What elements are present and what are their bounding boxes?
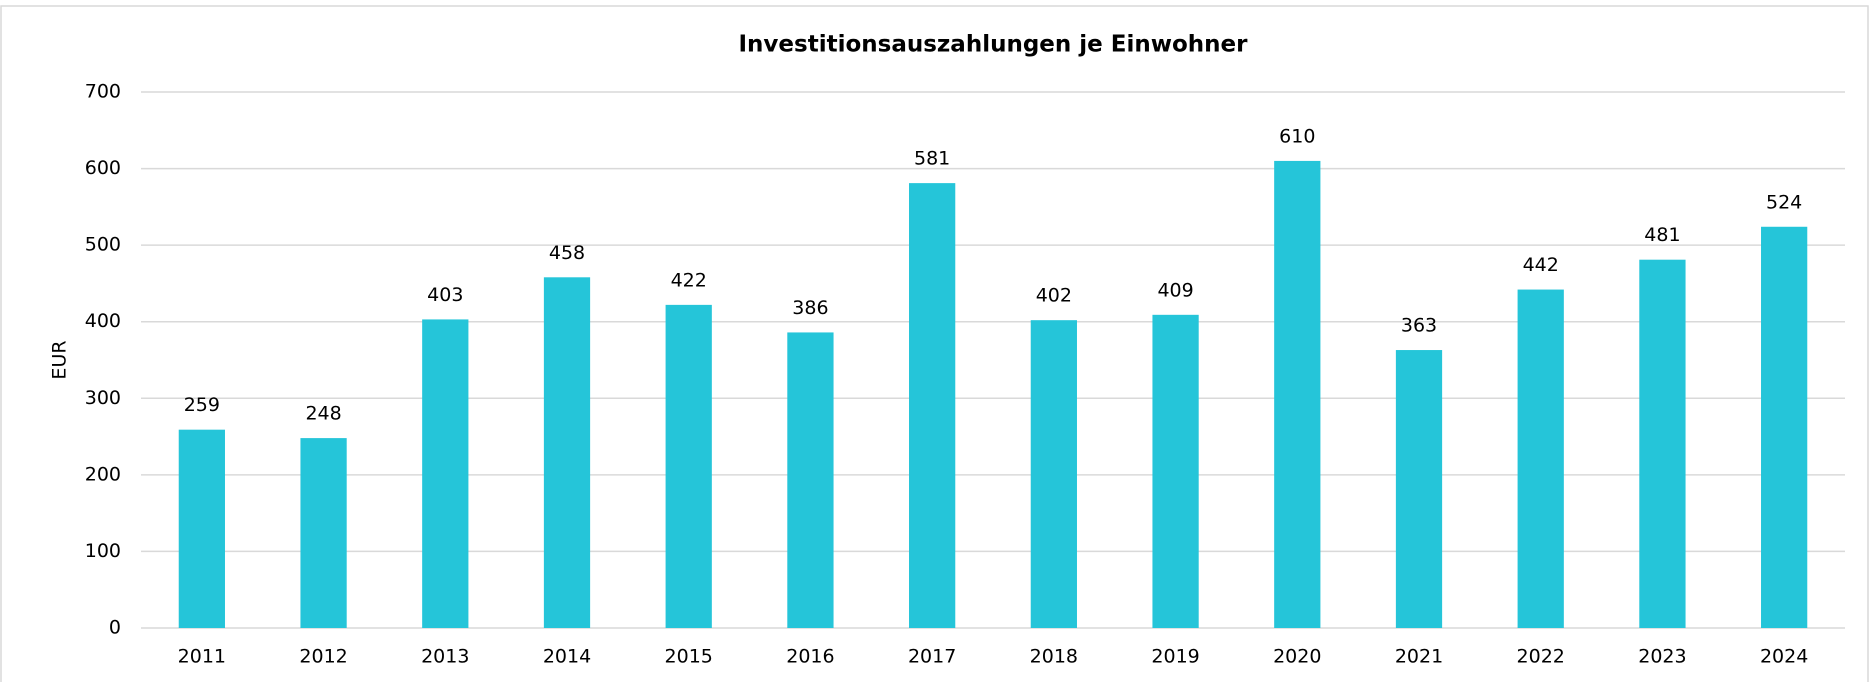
- y-tick-label: 400: [85, 310, 121, 332]
- x-tick-label: 2011: [178, 646, 226, 668]
- x-tick-label: 2018: [1030, 646, 1078, 668]
- x-tick-label: 2012: [299, 646, 347, 668]
- x-tick-label: 2024: [1760, 646, 1808, 668]
- data-label: 402: [1036, 285, 1072, 307]
- bar: [787, 332, 834, 628]
- y-tick-label: 200: [85, 463, 121, 485]
- y-tick-label: 300: [85, 387, 121, 409]
- bar: [909, 183, 956, 628]
- bar: [1639, 259, 1686, 628]
- data-label: 248: [305, 403, 341, 425]
- data-label: 524: [1766, 191, 1802, 213]
- bar: [178, 429, 225, 628]
- x-tick-label: 2015: [665, 646, 713, 668]
- bar: [1395, 350, 1443, 628]
- data-label: 386: [792, 297, 828, 319]
- data-label: 259: [184, 394, 220, 416]
- y-tick-label: 0: [109, 617, 121, 639]
- x-tick-label: 2022: [1517, 646, 1565, 668]
- chart-title: Investitionsauszahlungen je Einwohner: [739, 32, 1249, 58]
- bar: [1761, 226, 1808, 628]
- x-tick-label: 2021: [1395, 646, 1443, 668]
- bar: [422, 319, 469, 628]
- y-tick-label: 700: [85, 81, 121, 103]
- data-label: 403: [427, 284, 463, 306]
- bar: [665, 304, 712, 628]
- bar: [1517, 289, 1564, 628]
- x-tick-label: 2019: [1151, 646, 1199, 668]
- data-label: 581: [914, 148, 950, 170]
- y-tick-label: 100: [85, 540, 121, 562]
- data-label: 442: [1523, 254, 1559, 276]
- x-tick-label: 2020: [1273, 646, 1321, 668]
- x-tick-label: 2017: [908, 646, 956, 668]
- data-label: 610: [1279, 125, 1315, 147]
- data-label: 458: [549, 242, 585, 264]
- y-tick-label: 600: [85, 157, 121, 179]
- data-label: 481: [1644, 224, 1680, 246]
- x-tick-label: 2016: [786, 646, 834, 668]
- bar: [1152, 314, 1199, 628]
- x-tick-label: 2013: [421, 646, 469, 668]
- bar: [300, 438, 347, 628]
- data-label: 409: [1157, 279, 1193, 301]
- bar: [1274, 160, 1321, 628]
- y-axis-label: EUR: [49, 340, 71, 379]
- y-tick-label: 500: [85, 234, 121, 256]
- x-tick-label: 2014: [543, 646, 591, 668]
- data-label: 363: [1401, 315, 1437, 337]
- bar: [1030, 320, 1077, 628]
- data-label: 422: [671, 269, 707, 291]
- x-tick-label: 2023: [1638, 646, 1686, 668]
- bar: [543, 277, 591, 628]
